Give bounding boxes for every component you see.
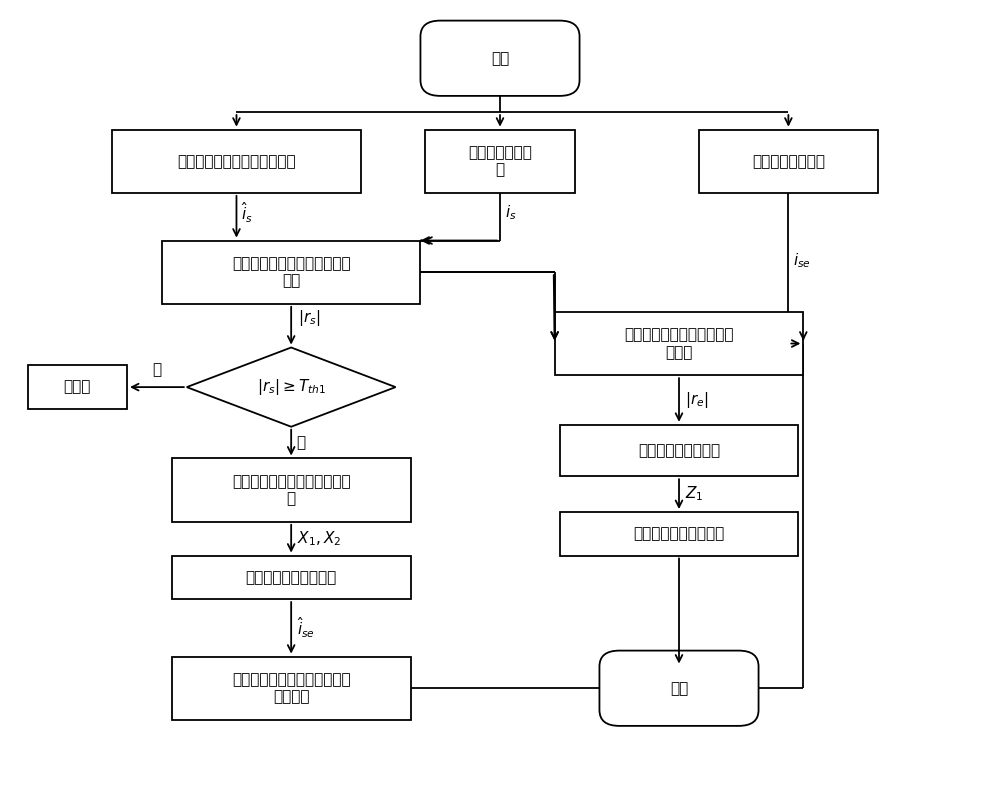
Text: 采样二次网侧电流: 采样二次网侧电流 bbox=[752, 154, 825, 168]
Text: 开始: 开始 bbox=[491, 51, 509, 65]
Text: 计算故障定位特征量: 计算故障定位特征量 bbox=[638, 443, 720, 458]
Text: 结束: 结束 bbox=[670, 681, 688, 696]
Bar bbox=[555, 312, 803, 375]
Text: 计算第一及第二故障定位特征
量: 计算第一及第二故障定位特征 量 bbox=[232, 474, 350, 507]
Bar bbox=[112, 129, 361, 193]
Text: 新型自适应滑模观测器的输出: 新型自适应滑模观测器的输出 bbox=[177, 154, 296, 168]
Text: $|r_s|$: $|r_s|$ bbox=[298, 308, 321, 328]
Bar bbox=[162, 240, 420, 304]
Text: 计算一次电流残差特征值的绝
对值: 计算一次电流残差特征值的绝 对值 bbox=[232, 256, 350, 288]
Bar bbox=[28, 365, 127, 409]
Text: $i_{se}$: $i_{se}$ bbox=[793, 251, 811, 270]
Text: $\hat{i}_{se}$: $\hat{i}_{se}$ bbox=[297, 615, 315, 640]
Text: 计算二次电流残差特征值的
绝对值: 计算二次电流残差特征值的 绝对值 bbox=[624, 327, 734, 360]
Bar bbox=[560, 512, 798, 555]
Bar bbox=[425, 129, 575, 193]
Text: 无故障: 无故障 bbox=[64, 380, 91, 395]
Text: $i_s$: $i_s$ bbox=[505, 203, 517, 222]
Bar bbox=[172, 458, 411, 522]
Text: 开关管故障第一次定位: 开关管故障第一次定位 bbox=[246, 570, 337, 585]
Text: 是: 是 bbox=[296, 435, 305, 450]
Bar bbox=[560, 425, 798, 476]
Polygon shape bbox=[187, 347, 396, 427]
Text: 否: 否 bbox=[152, 362, 161, 377]
Text: 新型故障状态自适应滑模观测
器的输出: 新型故障状态自适应滑模观测 器的输出 bbox=[232, 672, 350, 705]
Text: $|r_s| \geq T_{th1}$: $|r_s| \geq T_{th1}$ bbox=[257, 377, 326, 397]
Text: 采样一次网侧电
流: 采样一次网侧电 流 bbox=[468, 145, 532, 177]
Text: 开关管故障第二次定位: 开关管故障第二次定位 bbox=[633, 526, 725, 541]
Bar bbox=[172, 555, 411, 599]
Text: $Z_1$: $Z_1$ bbox=[685, 484, 703, 504]
Bar bbox=[699, 129, 878, 193]
FancyBboxPatch shape bbox=[599, 650, 759, 726]
Text: $|r_e|$: $|r_e|$ bbox=[685, 390, 709, 410]
Text: $\hat{i}_s$: $\hat{i}_s$ bbox=[241, 200, 253, 225]
Text: $X_1, X_2$: $X_1, X_2$ bbox=[297, 529, 341, 548]
FancyBboxPatch shape bbox=[420, 21, 580, 96]
Bar bbox=[172, 657, 411, 720]
